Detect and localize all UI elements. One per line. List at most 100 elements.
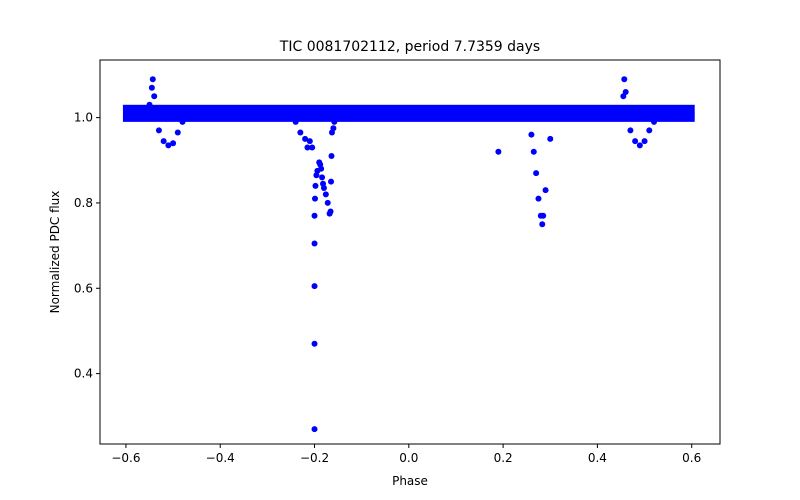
data-point [603, 110, 610, 117]
data-point [471, 110, 478, 117]
data-point [584, 110, 591, 117]
data-point [613, 110, 620, 117]
data-point [405, 110, 412, 117]
data-point [566, 110, 573, 117]
data-point [542, 187, 549, 194]
data-point [312, 182, 319, 189]
data-point [636, 142, 643, 149]
data-point [434, 110, 441, 117]
data-point [217, 110, 224, 117]
data-point [179, 118, 186, 125]
data-point [141, 110, 148, 117]
x-tick-label: −0.4 [206, 451, 235, 465]
data-point [264, 108, 271, 115]
data-point [327, 208, 334, 215]
data-point [306, 138, 313, 145]
data-point [594, 110, 601, 117]
data-point [148, 84, 155, 91]
data-point [396, 110, 403, 117]
data-point [311, 240, 318, 247]
data-point [174, 129, 181, 136]
data-point [349, 110, 356, 117]
y-tick-label: 1.0 [74, 111, 93, 125]
data-point [646, 127, 653, 134]
data-point [155, 127, 162, 134]
data-point [344, 110, 351, 117]
data-point [245, 110, 252, 117]
data-point [273, 108, 280, 115]
data-point [198, 110, 205, 117]
data-point [324, 199, 331, 206]
x-axis-ticks: −0.6 −0.4 −0.2 0.0 0.2 0.4 0.6 [111, 444, 701, 465]
data-point [386, 110, 393, 117]
data-point [311, 426, 318, 433]
data-point [254, 110, 261, 117]
data-point [311, 195, 318, 202]
data-point [302, 135, 309, 142]
data-point [424, 110, 431, 117]
data-point [518, 110, 525, 117]
data-point [688, 110, 695, 117]
data-point [551, 114, 558, 121]
data-point [283, 110, 290, 117]
data-point [146, 101, 153, 108]
data-point [328, 178, 335, 185]
data-point [358, 110, 365, 117]
y-tick-label: 0.6 [74, 281, 93, 295]
data-point [160, 138, 167, 145]
data-point [627, 127, 634, 134]
data-point [679, 110, 686, 117]
data-point [669, 110, 676, 117]
data-point [188, 110, 195, 117]
data-point [368, 110, 375, 117]
data-point [132, 110, 139, 117]
data-point [377, 110, 384, 117]
data-point [650, 118, 657, 125]
data-point [622, 89, 629, 95]
data-point [304, 144, 311, 151]
data-point [481, 110, 488, 117]
data-point [547, 135, 554, 142]
data-point [523, 114, 530, 121]
data-point [660, 110, 667, 117]
data-point [617, 106, 624, 113]
y-axis-label: Normalized PDC flux [48, 191, 62, 314]
data-point [415, 110, 422, 117]
data-point [533, 170, 540, 177]
data-point [335, 110, 342, 117]
data-point [322, 191, 329, 198]
data-point [500, 110, 507, 117]
y-axis-ticks: 0.4 0.6 0.8 1.0 [74, 111, 100, 381]
data-point [452, 110, 459, 117]
x-tick-label: 0.2 [494, 451, 513, 465]
x-axis-label: Phase [392, 474, 428, 488]
data-point [540, 212, 547, 219]
data-point [149, 76, 156, 83]
data-point [328, 153, 335, 159]
data-point [226, 110, 233, 117]
data-point [153, 114, 160, 121]
data-point [495, 148, 502, 155]
data-point [632, 138, 639, 145]
y-tick-label: 0.4 [74, 367, 93, 381]
data-point [490, 110, 497, 117]
data-point [528, 131, 535, 138]
data-point [318, 165, 325, 172]
data-point [625, 114, 632, 121]
data-point [151, 93, 158, 100]
y-tick-label: 0.8 [74, 196, 93, 210]
data-point [330, 125, 337, 132]
data-point [311, 212, 318, 219]
data-point [462, 110, 469, 117]
data-point [170, 140, 177, 147]
data-point [165, 142, 172, 149]
x-tick-label: 0.6 [682, 451, 701, 465]
data-point [339, 110, 346, 117]
x-tick-label: 0.4 [588, 451, 607, 465]
data-point [309, 144, 316, 151]
data-point [320, 185, 327, 191]
data-point [122, 110, 129, 117]
chart-title: TIC 0081702112, period 7.7359 days [279, 39, 540, 55]
